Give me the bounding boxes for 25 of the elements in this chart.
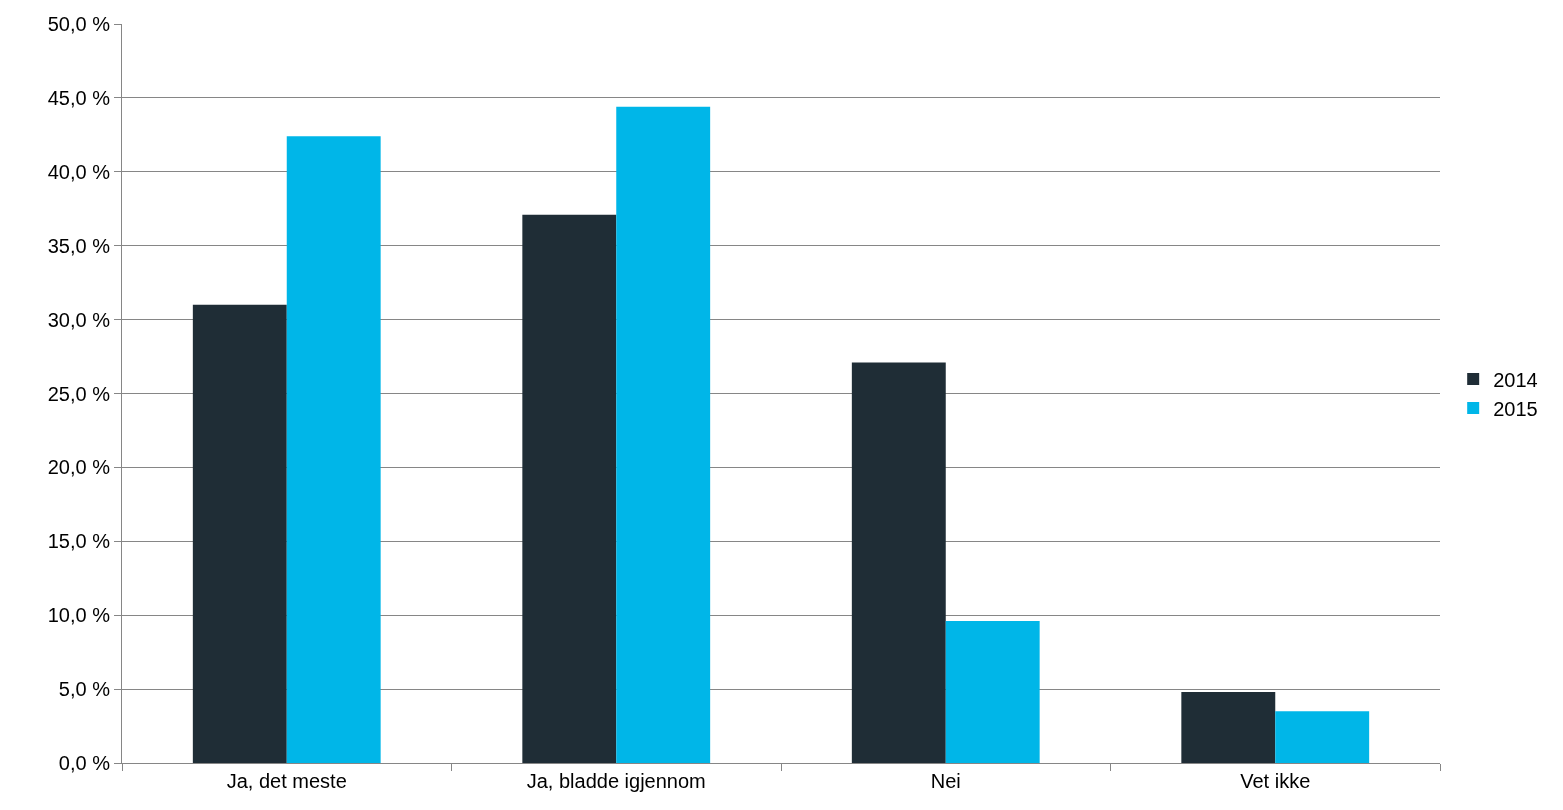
- bar: [851, 362, 946, 763]
- legend-label: 2014: [1493, 368, 1538, 391]
- y-tick-label: 10,0 %: [47, 604, 111, 627]
- bar: [616, 106, 711, 763]
- y-tick-label: 25,0 %: [47, 382, 111, 405]
- y-tick-label: 45,0 %: [47, 86, 111, 109]
- bar: [945, 621, 1040, 763]
- y-tick-label: 30,0 %: [47, 308, 111, 331]
- legend-label: 2015: [1493, 397, 1538, 420]
- x-tick-label: Nei: [930, 770, 961, 792]
- bar: [1181, 692, 1276, 763]
- y-tick-label: 0,0 %: [58, 752, 111, 774]
- bar: [286, 136, 381, 763]
- bar: [1275, 711, 1370, 763]
- x-tick-label: Ja, det meste: [226, 770, 347, 792]
- bar: [192, 304, 287, 763]
- y-tick-label: 20,0 %: [47, 456, 111, 479]
- y-tick-label: 15,0 %: [47, 530, 111, 553]
- y-tick-label: 50,0 %: [47, 13, 111, 35]
- x-tick-label: Ja, bladde igjennom: [526, 770, 706, 792]
- y-tick-label: 40,0 %: [47, 160, 111, 183]
- bar: [522, 214, 617, 763]
- x-tick-label: Vet ikke: [1240, 770, 1311, 792]
- y-tick-label: 5,0 %: [58, 678, 111, 701]
- y-tick-label: 35,0 %: [47, 234, 111, 257]
